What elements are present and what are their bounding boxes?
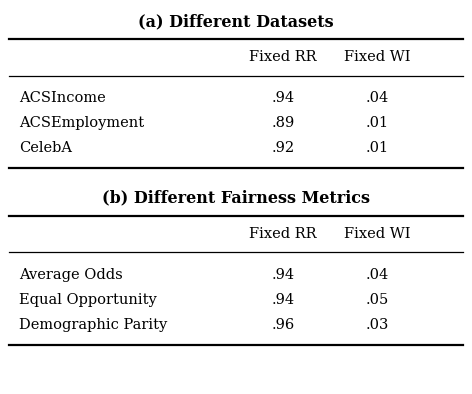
Text: CelebA: CelebA — [19, 141, 72, 155]
Text: ACSIncome: ACSIncome — [19, 91, 106, 105]
Text: (a) Different Datasets: (a) Different Datasets — [138, 14, 334, 31]
Text: Demographic Parity: Demographic Parity — [19, 318, 167, 333]
Text: .05: .05 — [366, 293, 389, 307]
Text: .94: .94 — [272, 268, 295, 282]
Text: Equal Opportunity: Equal Opportunity — [19, 293, 157, 307]
Text: .89: .89 — [271, 116, 295, 130]
Text: .94: .94 — [272, 91, 295, 105]
Text: .01: .01 — [366, 116, 389, 130]
Text: Fixed WI: Fixed WI — [345, 227, 411, 241]
Text: .94: .94 — [272, 293, 295, 307]
Text: .92: .92 — [272, 141, 295, 155]
Text: .01: .01 — [366, 141, 389, 155]
Text: .04: .04 — [366, 268, 389, 282]
Text: .96: .96 — [271, 318, 295, 333]
Text: Fixed WI: Fixed WI — [345, 50, 411, 64]
Text: Average Odds: Average Odds — [19, 268, 123, 282]
Text: ACSEmployment: ACSEmployment — [19, 116, 144, 130]
Text: (b) Different Fairness Metrics: (b) Different Fairness Metrics — [102, 189, 370, 206]
Text: Fixed RR: Fixed RR — [249, 227, 317, 241]
Text: .03: .03 — [366, 318, 389, 333]
Text: Fixed RR: Fixed RR — [249, 50, 317, 64]
Text: .04: .04 — [366, 91, 389, 105]
